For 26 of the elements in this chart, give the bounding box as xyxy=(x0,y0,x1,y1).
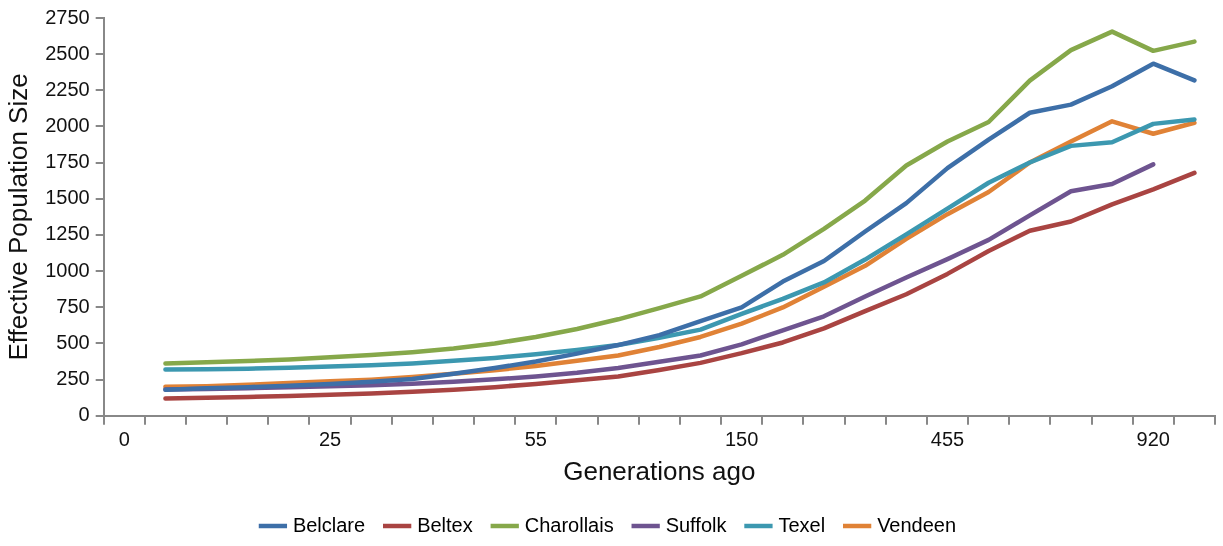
x-tick-label: 0 xyxy=(118,428,130,451)
legend-label: Beltex xyxy=(417,513,473,536)
y-tick-label: 0 xyxy=(78,403,90,426)
legend-label: Texel xyxy=(778,513,826,536)
y-tick-label: 500 xyxy=(56,330,90,353)
x-tick-label: 150 xyxy=(724,428,759,451)
x-axis-title: Generations ago xyxy=(563,455,756,486)
y-tick-label: 2500 xyxy=(45,41,90,64)
y-tick-label: 750 xyxy=(56,294,90,317)
legend-label: Belclare xyxy=(292,513,366,536)
y-tick-label: 1750 xyxy=(45,150,90,173)
x-tick-label: 25 xyxy=(318,428,342,451)
y-tick-label: 2750 xyxy=(45,5,90,28)
y-tick-label: 1500 xyxy=(45,186,90,209)
x-tick-label: 55 xyxy=(524,428,547,451)
y-axis-title: Effective Population Size xyxy=(2,73,33,361)
legend-label: Suffolk xyxy=(665,513,728,536)
x-tick-label: 455 xyxy=(930,428,965,451)
y-tick-label: 1000 xyxy=(45,258,90,281)
y-tick-label: 2250 xyxy=(45,77,90,100)
y-tick-label: 2000 xyxy=(45,114,90,137)
legend-label: Vendeen xyxy=(877,513,957,536)
x-tick-label: 920 xyxy=(1136,428,1170,451)
legend-label: Charollais xyxy=(524,513,614,536)
y-tick-label: 250 xyxy=(56,367,90,390)
y-tick-label: 1250 xyxy=(45,222,90,245)
